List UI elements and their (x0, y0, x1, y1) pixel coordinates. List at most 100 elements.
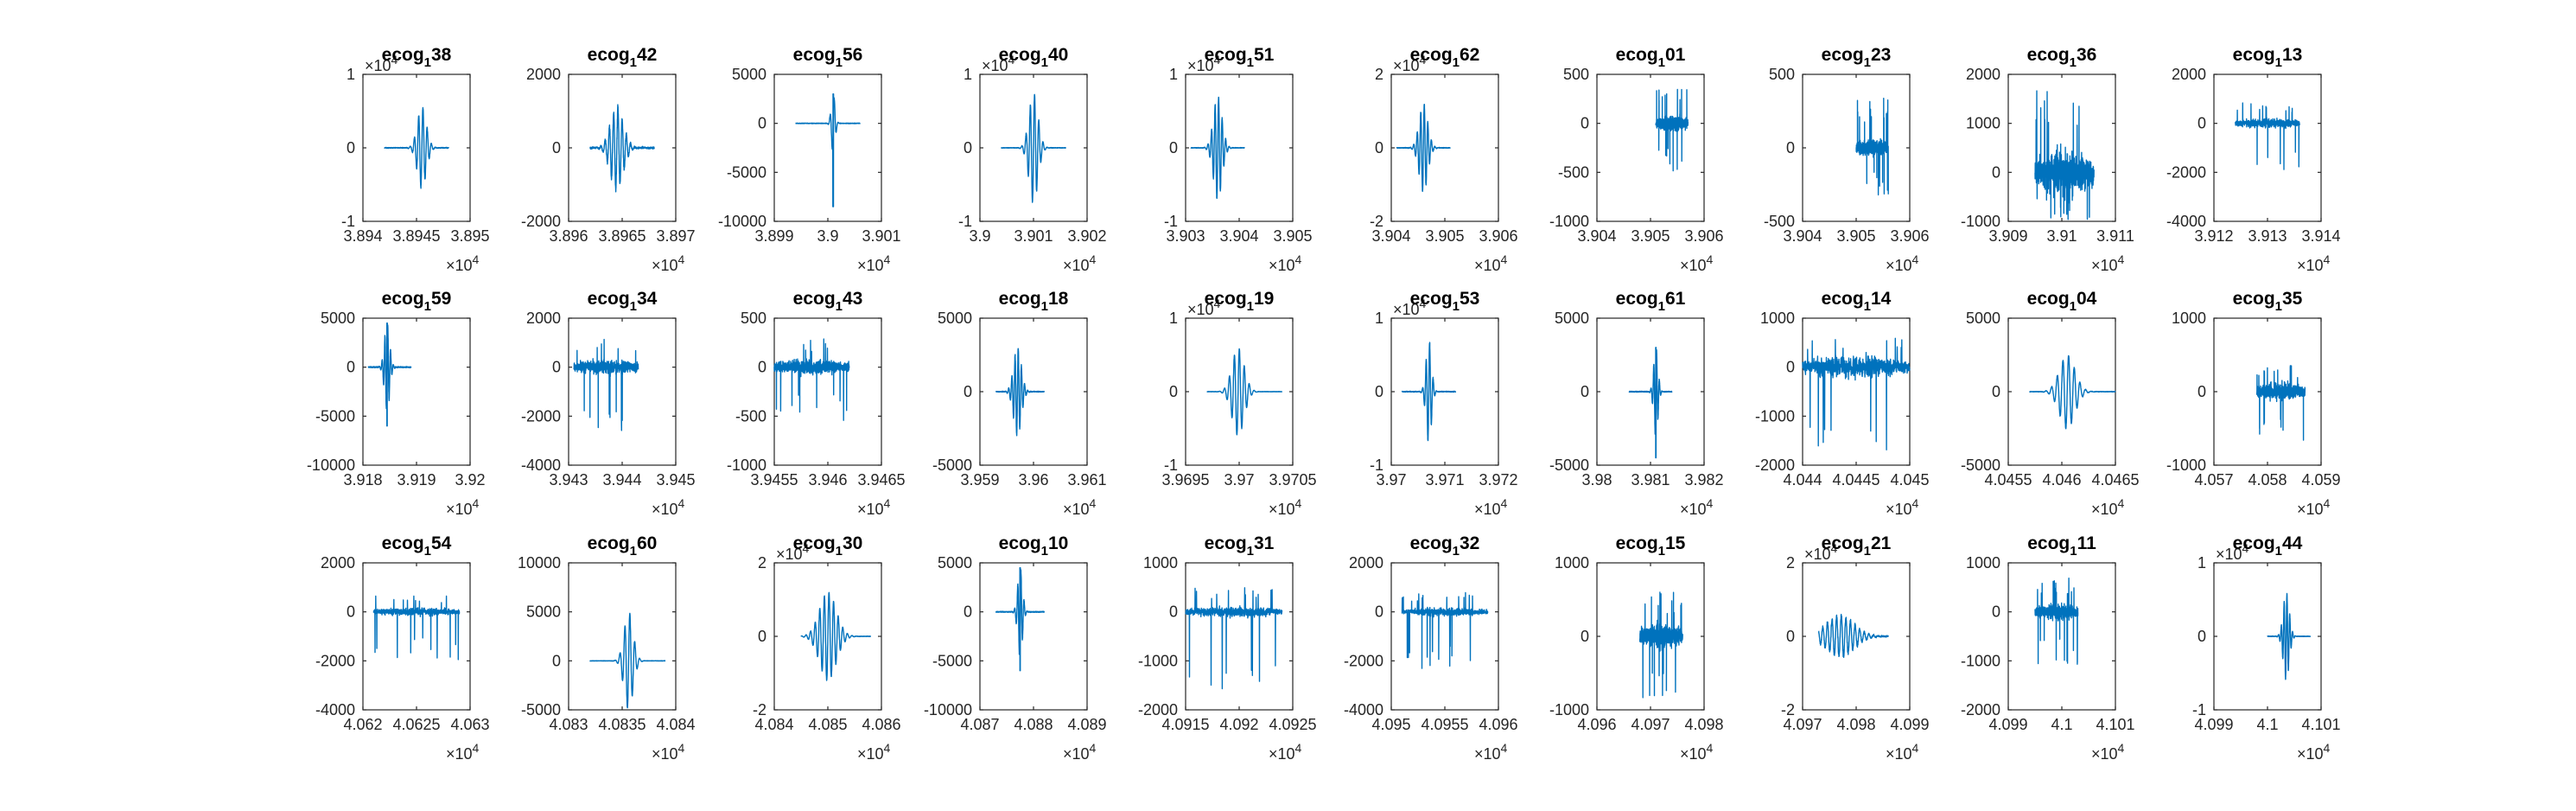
subplot-title: ecog136 (2027, 45, 2097, 70)
y-tick-label: -10000 (718, 213, 766, 230)
signal-trace (1802, 337, 1911, 450)
y-multiplier: ×104 (1187, 53, 1221, 74)
title-main: ecog (1822, 45, 1864, 65)
x-tick-label: 4.046 (2042, 471, 2081, 489)
x-tick-label: 3.912 (2194, 227, 2233, 245)
x-multiplier: ×104 (1886, 496, 1919, 518)
y-tick-label: 0 (1992, 163, 2000, 181)
x-multiplier-exp: 4 (678, 252, 685, 266)
x-multiplier-exp: 4 (2324, 252, 2331, 266)
subplot-title: ecog123 (1822, 45, 1892, 70)
x-multiplier: ×104 (2297, 252, 2331, 274)
x-tick-label: 4.097 (1631, 716, 1670, 733)
y-tick-label: 0 (758, 115, 766, 132)
title-number: 19 (1254, 289, 1274, 309)
y-tick-label: -500 (1764, 213, 1795, 230)
axes-box (979, 562, 1088, 711)
signal-trace (2235, 102, 2300, 170)
x-multiplier-exp: 4 (1501, 496, 1508, 510)
x-multiplier-base: ×10 (1680, 501, 1707, 518)
y-tick-label: 0 (1375, 603, 1383, 621)
title-number: 54 (431, 533, 452, 553)
x-multiplier-exp: 4 (884, 496, 891, 510)
axes-box (568, 562, 677, 711)
y-tick-label: -10000 (924, 701, 972, 718)
x-multiplier: ×104 (857, 252, 891, 274)
title-main: ecog (793, 289, 836, 309)
x-tick-label: 4.099 (1988, 716, 2027, 733)
x-tick-label: 3.919 (397, 471, 436, 489)
x-tick-label: 4.063 (450, 716, 489, 733)
x-multiplier-exp: 4 (884, 741, 891, 755)
y-multiplier-base: ×10 (1187, 301, 1214, 318)
x-tick-label: 3.904 (1219, 227, 1258, 245)
subplot-15: ecog115 4.096 4.097 4.098 1000 0 -1000 ×104 (1549, 533, 1724, 763)
x-multiplier-exp: 4 (473, 741, 480, 755)
x-tick-label: 3.904 (1577, 227, 1616, 245)
y-tick-label: 1000 (1143, 554, 1178, 572)
y-tick-label: 1 (1169, 310, 1178, 327)
subplot-title: ecog115 (1616, 533, 1686, 559)
title-subscript: 1 (1041, 55, 1048, 70)
x-tick-label: 3.905 (1425, 227, 1464, 245)
signal-trace (2255, 365, 2306, 441)
x-tick-label: 4.0625 (392, 716, 440, 733)
x-tick-label: 3.906 (1684, 227, 1723, 245)
y-multiplier-base: ×10 (1393, 301, 1420, 318)
title-main: ecog (793, 533, 836, 553)
subplot-title: ecog104 (2027, 289, 2097, 314)
x-tick-label: 3.982 (1684, 471, 1723, 489)
signal-trace (800, 591, 872, 681)
title-main: ecog (793, 45, 836, 65)
signal-trace (367, 322, 412, 427)
subplot-title: ecog101 (1616, 45, 1686, 70)
x-tick-label: 4.087 (960, 716, 999, 733)
subplot-title: ecog113 (2233, 45, 2303, 70)
y-tick-label: 1 (964, 66, 972, 83)
y-tick-label: -2000 (315, 652, 355, 669)
x-multiplier-exp: 4 (1707, 252, 1714, 266)
title-number: 53 (1460, 289, 1479, 309)
title-subscript: 1 (630, 55, 637, 70)
y-multiplier-exp: 4 (1420, 53, 1427, 67)
y-tick-label: -1 (1164, 213, 1178, 230)
x-multiplier-base: ×10 (652, 745, 678, 763)
x-multiplier: ×104 (857, 496, 891, 518)
x-tick-label: 3.895 (450, 227, 489, 245)
y-tick-label: 1000 (1555, 554, 1589, 572)
title-subscript: 1 (630, 544, 637, 559)
x-multiplier: ×104 (652, 496, 685, 518)
signal-trace (773, 338, 850, 421)
x-tick-label: 4.0915 (1161, 716, 1209, 733)
x-tick-label: 3.9 (817, 227, 838, 245)
x-tick-label: 4.099 (2194, 716, 2233, 733)
x-tick-label: 4.099 (1890, 716, 1929, 733)
y-tick-label: -4000 (2166, 213, 2206, 230)
x-multiplier-base: ×10 (652, 257, 678, 274)
title-subscript: 1 (1658, 544, 1665, 559)
x-tick-label: 3.905 (1273, 227, 1312, 245)
y-tick-label: -500 (735, 407, 766, 425)
y-tick-label: -1000 (1549, 213, 1589, 230)
title-main: ecog (588, 289, 630, 309)
x-tick-label: 3.91 (2046, 227, 2077, 245)
x-tick-label: 4.084 (754, 716, 793, 733)
y-multiplier-exp: 4 (1214, 53, 1221, 67)
x-tick-label: 3.946 (808, 471, 847, 489)
subplot-title: ecog161 (1616, 289, 1686, 314)
x-multiplier-exp: 4 (1090, 496, 1097, 510)
y-tick-label: -1 (2192, 701, 2206, 718)
y-tick-label: -1 (1164, 457, 1178, 474)
title-subscript: 1 (1658, 55, 1665, 70)
title-subscript: 1 (1658, 299, 1665, 314)
title-main: ecog (1205, 289, 1247, 309)
x-multiplier-exp: 4 (2324, 496, 2331, 510)
subplot-title: ecog114 (1822, 289, 1892, 314)
title-number: 04 (2077, 289, 2097, 309)
subplot-14: ecog114 4.044 4.0445 4.045 1000 0 -1000 -2000 ×1… (1755, 289, 1930, 518)
x-tick-label: 4.096 (1577, 716, 1616, 733)
title-main: ecog (999, 289, 1041, 309)
y-tick-label: -2000 (1344, 652, 1383, 669)
subplot-01: ecog101 3.904 3.905 3.906 500 0 -500 -1000 ×104 (1549, 45, 1724, 274)
